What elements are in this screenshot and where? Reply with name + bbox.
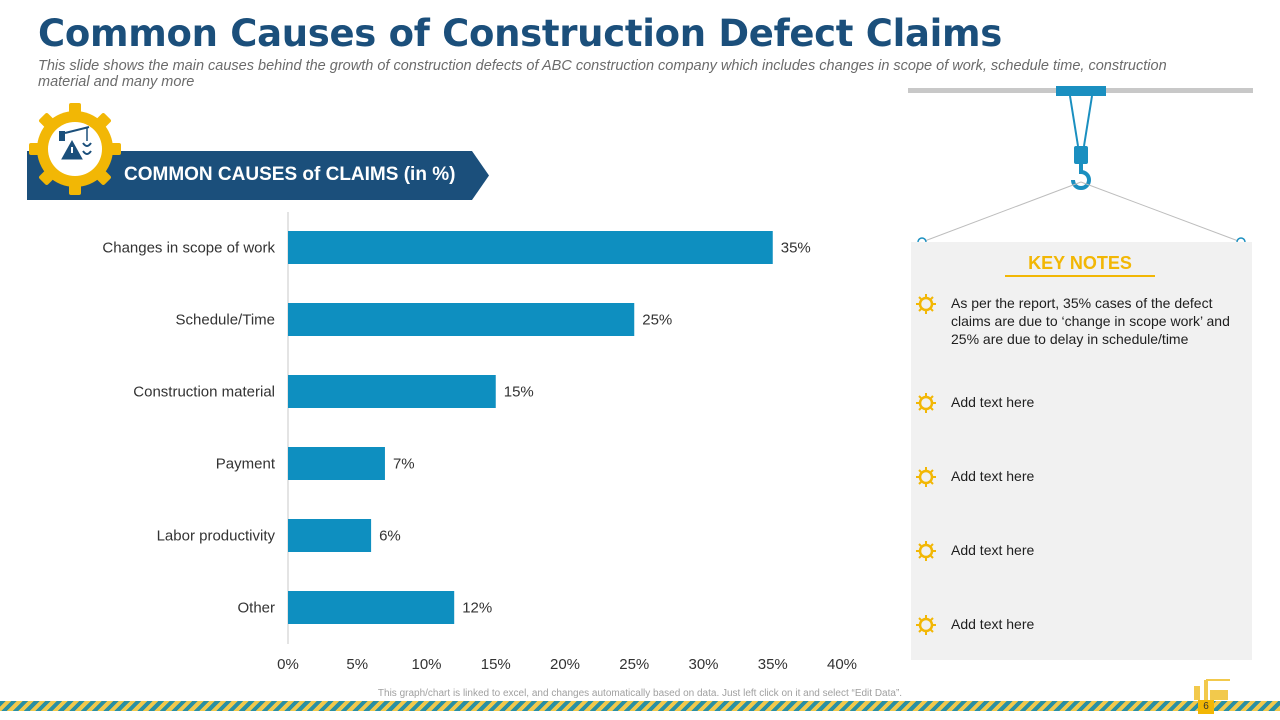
- crane-hook-icon: [917, 86, 1246, 247]
- x-tick-label: 40%: [827, 656, 857, 673]
- category-label: Changes in scope of work: [102, 240, 275, 257]
- gear-crane-icon: [29, 103, 121, 195]
- bar: [288, 303, 635, 336]
- bar: [288, 591, 455, 624]
- x-tick-label: 15%: [481, 656, 511, 673]
- key-note-text: Add text here: [951, 394, 1035, 410]
- chart-banner: [27, 151, 489, 200]
- page-number: 6: [1198, 700, 1214, 714]
- x-tick-label: 5%: [346, 656, 368, 673]
- bar: [288, 375, 496, 408]
- data-label: 15%: [504, 384, 534, 401]
- x-tick-label: 35%: [758, 656, 788, 673]
- sun-bullet-icon: [916, 615, 936, 635]
- data-label: 6%: [379, 528, 401, 545]
- category-label: Payment: [216, 456, 276, 473]
- bar: [288, 519, 372, 552]
- x-tick-label: 10%: [411, 656, 441, 673]
- bar: [288, 447, 385, 480]
- key-note-text: Add text here: [951, 616, 1035, 632]
- key-notes-title: KEY NOTES: [1005, 253, 1155, 277]
- key-note-text: Add text here: [951, 468, 1035, 484]
- key-note-text: Add text here: [951, 542, 1035, 558]
- category-label: Other: [237, 600, 275, 617]
- data-label: 12%: [462, 600, 492, 617]
- page-subtitle: This slide shows the main causes behind …: [38, 58, 1167, 90]
- bar-chart: Changes in scope of work 35% Schedule/Time…: [102, 212, 857, 673]
- data-label: 35%: [781, 240, 811, 257]
- category-label: Schedule/Time: [176, 312, 276, 329]
- category-label: Labor productivity: [157, 528, 276, 545]
- sun-bullet-icon: [916, 467, 936, 487]
- data-label: 25%: [642, 312, 672, 329]
- x-tick-label: 30%: [688, 656, 718, 673]
- footer-stripe: [0, 701, 1280, 711]
- sun-bullet-icon: [916, 393, 936, 413]
- chart-banner-label: COMMON CAUSES of CLAIMS (in %): [124, 164, 456, 185]
- category-label: Construction material: [133, 384, 275, 401]
- sun-bullet-icon: [916, 541, 936, 561]
- x-tick-label: 25%: [619, 656, 649, 673]
- construction-logo-icon: [1194, 679, 1230, 700]
- key-note-text: As per the report, 35% cases of the defe…: [951, 295, 1230, 347]
- bar: [288, 231, 773, 264]
- x-tick-label: 20%: [550, 656, 580, 673]
- data-label: 7%: [393, 456, 415, 473]
- footer-note: This graph/chart is linked to excel, and…: [377, 688, 903, 699]
- x-tick-label: 0%: [277, 656, 299, 673]
- page-title: Common Causes of Construction Defect Cla…: [38, 12, 1003, 55]
- sun-bullet-icon: [916, 294, 936, 314]
- key-notes-panel: [911, 242, 1252, 660]
